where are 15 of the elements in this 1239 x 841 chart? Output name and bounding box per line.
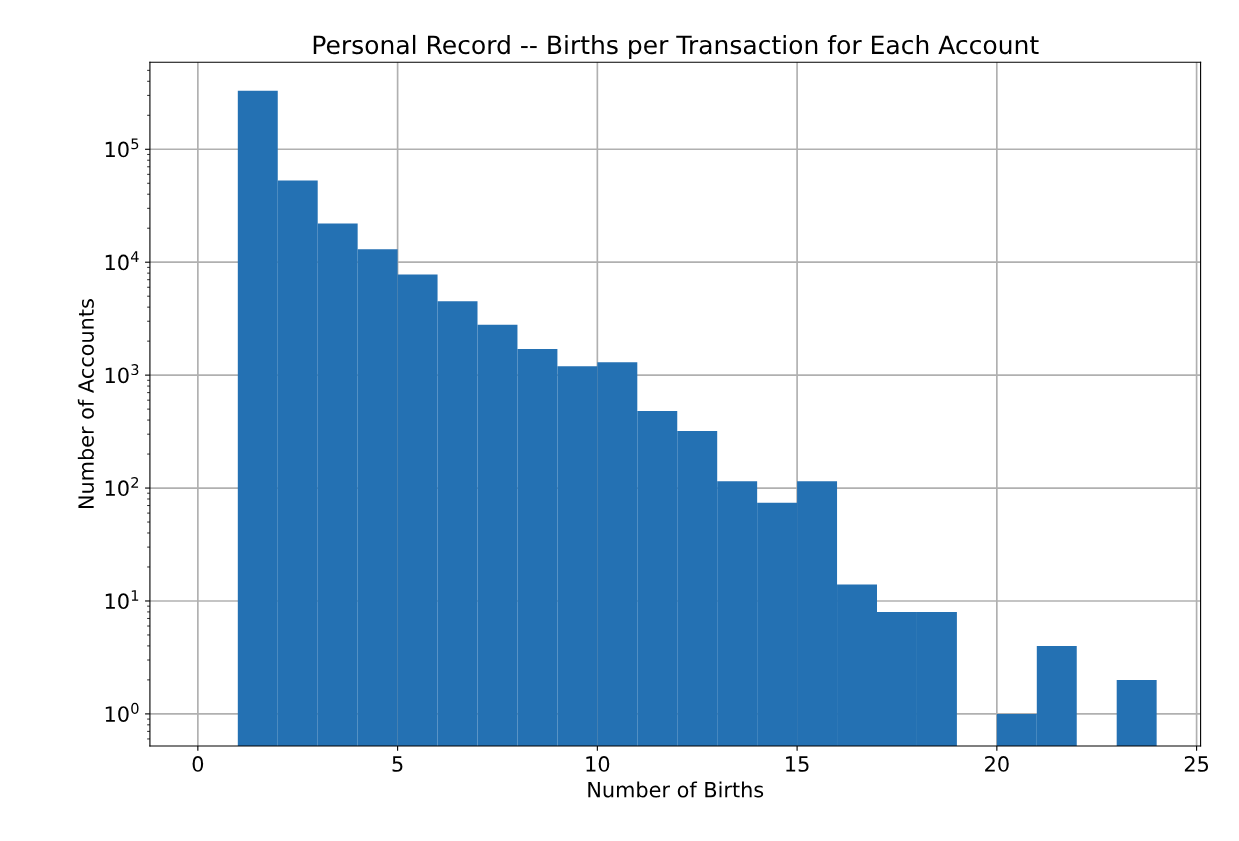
y-tick-label: 10$^{0}$: [105, 702, 139, 722]
y-tick-label: 10$^{5}$: [105, 138, 139, 158]
chart-title: Personal Record -- Births per Transaction for Each Account: [313, 34, 1039, 60]
x-tick-label: 20: [985, 756, 1009, 772]
y-axis-title: Number of Accounts: [77, 299, 94, 509]
y-tick-label: 10$^{3}$: [105, 364, 139, 384]
x-tick-label: 5: [392, 756, 403, 772]
y-tick-label: 10$^{2}$: [105, 477, 139, 497]
y-tick-label: 10$^{4}$: [105, 251, 139, 271]
x-tick-label: 25: [1184, 756, 1209, 772]
x-tick-label: 10: [586, 756, 610, 772]
x-tick-label: 15: [786, 756, 809, 772]
x-axis-title: Number of Births: [588, 781, 764, 798]
y-tick-label: 10$^{1}$: [105, 590, 139, 610]
x-tick-label: 0: [192, 756, 204, 772]
